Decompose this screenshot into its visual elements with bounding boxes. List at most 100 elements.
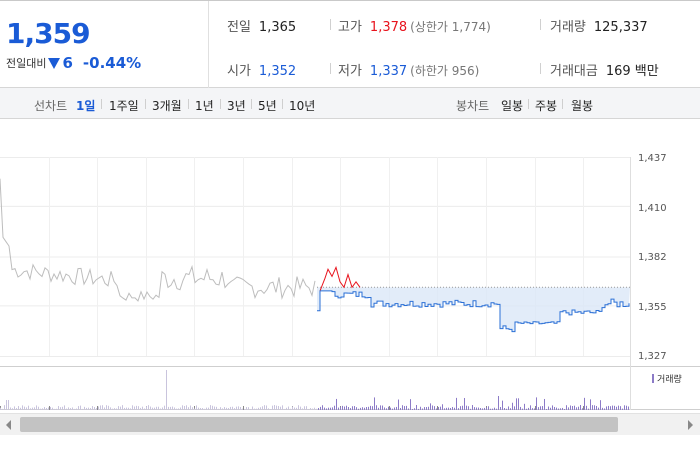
volume-bar xyxy=(368,406,369,410)
volume-bar xyxy=(278,405,279,410)
volume-bar xyxy=(418,408,419,410)
volume-bar xyxy=(120,406,121,410)
volume-bar xyxy=(574,405,575,410)
volume-bar xyxy=(542,406,543,410)
volume-bar xyxy=(322,405,323,410)
chart-scrollbar[interactable] xyxy=(0,413,700,435)
volume-bar xyxy=(190,405,191,410)
volume-bar xyxy=(200,408,201,410)
tab-1-year[interactable]: 1년 xyxy=(195,99,214,113)
volume-bar xyxy=(50,406,51,410)
volume-bar xyxy=(434,406,435,410)
volume-bar xyxy=(376,405,377,410)
volume-bar xyxy=(344,406,345,410)
change-percent: -0.44% xyxy=(82,54,142,72)
tab-1-day[interactable]: 1일 xyxy=(76,99,96,113)
volume-bar xyxy=(384,407,385,410)
volume-bar xyxy=(556,407,557,410)
volume-bar xyxy=(188,407,189,410)
tab-monthly-candle[interactable]: 월봉 xyxy=(571,99,594,113)
scroll-left-icon[interactable] xyxy=(6,420,11,430)
volume-bar xyxy=(8,400,9,410)
current-price-box: 1,359 전일대비 6 -0.44% xyxy=(0,1,209,88)
volume-bar xyxy=(194,408,195,410)
volume-bar xyxy=(158,406,159,410)
volume-bar xyxy=(396,406,397,410)
volume-bar xyxy=(596,405,597,410)
volume-bar xyxy=(54,408,55,410)
tab-5-years[interactable]: 5년 xyxy=(258,99,277,113)
volume-bar xyxy=(564,408,565,410)
volume-bar xyxy=(96,408,97,410)
tab-1-week[interactable]: 1주일 xyxy=(109,99,139,113)
volume-bar xyxy=(628,406,629,410)
chart-period-tabs: 선차트 1일 1주일 3개월 1년 3년 5년 10년 봉차트 일봉 주봉 월봉 xyxy=(0,88,700,119)
price-chart[interactable]: 1,437 1,410 1,382 1,355 1,327 xyxy=(0,119,700,410)
volume-bar xyxy=(626,405,627,410)
volume-bar xyxy=(600,400,601,410)
volume-bar xyxy=(90,408,91,410)
volume-bar xyxy=(620,406,621,410)
volume-bar xyxy=(306,406,307,410)
volume-bar xyxy=(364,407,365,410)
volume-bar xyxy=(288,406,289,410)
volume-bar xyxy=(106,405,107,410)
volume-bar xyxy=(416,405,417,410)
volume-bar xyxy=(274,405,275,410)
volume-bar xyxy=(584,397,585,410)
tab-10-years[interactable]: 10년 xyxy=(289,99,316,113)
volume-bar xyxy=(312,408,313,410)
volume-bar xyxy=(328,407,329,410)
volume-bar xyxy=(366,407,367,410)
volume-bar xyxy=(2,408,3,410)
volume-bar xyxy=(512,402,513,410)
volume-bar xyxy=(132,405,133,410)
volume-bar xyxy=(320,406,321,410)
volume-bar xyxy=(528,407,529,410)
volume-legend-label: 거래량 xyxy=(657,375,682,385)
volume-bar xyxy=(98,406,99,410)
scroll-thumb[interactable] xyxy=(20,417,618,432)
volume-bar xyxy=(504,408,505,410)
volume-bar xyxy=(304,406,305,410)
volume-bar xyxy=(202,408,203,410)
volume-bar xyxy=(28,405,29,410)
tab-3-months[interactable]: 3개월 xyxy=(152,99,182,113)
volume-bar xyxy=(58,406,59,410)
tab-daily-candle[interactable]: 일봉 xyxy=(501,99,524,113)
volume-bar xyxy=(394,407,395,410)
volume-bar xyxy=(0,407,1,410)
volume-bar xyxy=(552,405,553,410)
volume-bar xyxy=(442,404,443,410)
volume-bar xyxy=(490,408,491,410)
volume-bar xyxy=(388,406,389,410)
volume-bar xyxy=(468,406,469,410)
volume-bar xyxy=(146,406,147,410)
volume-bar xyxy=(330,407,331,410)
volume-bar xyxy=(176,408,177,410)
volume-bar xyxy=(40,408,41,410)
volume-bar xyxy=(234,408,235,410)
volume-bar xyxy=(336,398,337,410)
volume-bar xyxy=(414,408,415,410)
volume-bar xyxy=(222,408,223,410)
volume-bar xyxy=(598,407,599,410)
volume-bar xyxy=(332,407,333,410)
volume-bar xyxy=(582,408,583,410)
volume-bar xyxy=(128,407,129,410)
tab-3-years[interactable]: 3년 xyxy=(227,99,246,113)
volume-bar xyxy=(566,405,567,410)
volume-bar xyxy=(36,405,37,410)
volume-bar xyxy=(62,406,63,410)
scroll-right-icon[interactable] xyxy=(688,420,693,430)
volume-bar xyxy=(530,405,531,410)
volume-bar xyxy=(610,406,611,410)
tab-weekly-candle[interactable]: 주봉 xyxy=(535,99,558,113)
volume-bar xyxy=(308,408,309,410)
divider xyxy=(251,99,252,109)
volume-bar xyxy=(580,404,581,410)
volume-bar xyxy=(520,406,521,410)
volume-bar xyxy=(148,405,149,410)
y-tick-label: 1,410 xyxy=(638,203,667,214)
volume-bar xyxy=(218,408,219,410)
